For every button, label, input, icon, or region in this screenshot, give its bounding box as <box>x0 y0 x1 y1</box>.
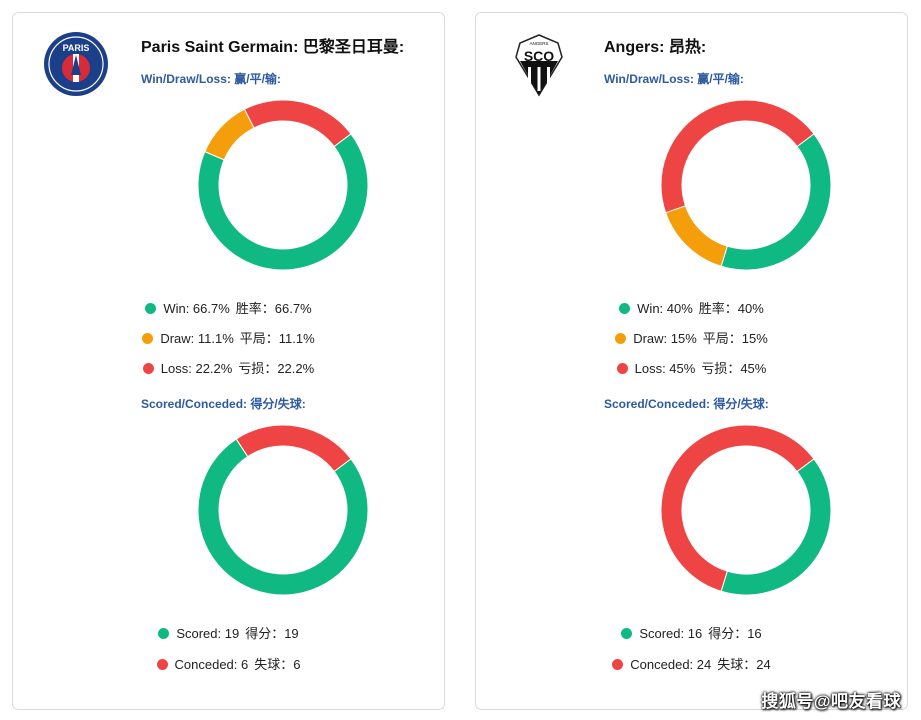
slice-conceded <box>235 424 352 473</box>
legend-cn-conceded: 失球：24 <box>717 657 771 672</box>
legend-label-win: Win: 66.7% <box>163 301 230 316</box>
legend-loss: Loss: 22.2% 亏损：22.2% <box>13 358 444 377</box>
legend-cn-loss: 亏损：22.2% <box>238 361 315 376</box>
section-label-wdl: Win/Draw/Loss: 赢/平/输: <box>141 72 281 86</box>
slice-draw <box>204 108 255 161</box>
team-card-psg: PARIS Paris Saint Germain: 巴黎圣日耳曼: Win/D… <box>12 12 445 710</box>
legend-scored: Scored: 19 得分：19 <box>13 623 444 642</box>
legend-dot-loss <box>142 363 154 374</box>
legend-dot-win <box>145 303 157 314</box>
legend-label-draw: Draw: 11.1% <box>160 331 234 346</box>
legend-draw: Draw: 15% 平局：15% <box>476 328 907 347</box>
slice-loss <box>243 99 352 148</box>
legend-label-loss: Loss: 45% <box>634 361 696 376</box>
legend-cn-loss: 亏损：45% <box>701 361 767 376</box>
donut-chart-psg-sc <box>197 424 369 596</box>
slice-loss <box>660 99 815 214</box>
legend-dot-loss <box>616 363 628 374</box>
angers-logo: SCO ANGERS <box>515 34 563 97</box>
team-card-angers: SCO ANGERS Angers: 昂热: Win/Draw/Loss: 赢/… <box>475 12 908 710</box>
slice-win <box>720 133 832 271</box>
angers-logo-small-text: ANGERS <box>529 41 548 46</box>
team-title: Paris Saint Germain: 巴黎圣日耳曼: <box>141 39 405 56</box>
legend-dot-draw <box>615 333 627 344</box>
legend-label-scored: Scored: 19 <box>176 626 240 641</box>
section-label-scored-conceded: Scored/Conceded: 得分/失球: <box>604 397 769 411</box>
section-label-wdl: Win/Draw/Loss: 赢/平/输: <box>604 72 744 86</box>
legend-win: Win: 66.7% 胜率：66.7% <box>13 298 444 317</box>
legend-dot-conceded <box>612 659 624 670</box>
legend-cn-conceded: 失球：6 <box>254 657 301 672</box>
legend-cn-win: 胜率：40% <box>698 301 764 316</box>
legend-cn-draw: 平局：11.1% <box>239 331 315 346</box>
team-title: Angers: 昂热: <box>604 39 707 56</box>
psg-logo: PARIS <box>44 32 108 96</box>
legend-label-conceded: Conceded: 24 <box>630 657 712 672</box>
watermark: 搜狐号@吧友看球 <box>761 692 901 711</box>
legend-dot-win <box>619 303 631 314</box>
legend-label-draw: Draw: 15% <box>633 331 697 346</box>
legend-conceded: Conceded: 6 失球：6 <box>13 654 444 673</box>
donut-chart-angers-sc <box>660 424 832 596</box>
slice-conceded <box>660 424 815 592</box>
legend-label-scored: Scored: 16 <box>639 626 703 641</box>
angers-logo-text: SCO <box>524 48 554 64</box>
legend-scored: Scored: 16 得分：16 <box>476 623 907 642</box>
legend-cn-draw: 平局：15% <box>702 331 768 346</box>
legend-cn-scored: 得分：19 <box>245 626 299 641</box>
legend-dot-scored <box>621 628 633 639</box>
legend-dot-conceded <box>156 659 168 670</box>
legend-draw: Draw: 11.1% 平局：11.1% <box>13 328 444 347</box>
slice-draw <box>664 205 728 267</box>
legend-label-win: Win: 40% <box>637 301 693 316</box>
legend-label-loss: Loss: 22.2% <box>160 361 233 376</box>
legend-loss: Loss: 45% 亏损：45% <box>476 358 907 377</box>
legend-label-conceded: Conceded: 6 <box>174 657 249 672</box>
section-label-scored-conceded: Scored/Conceded: 得分/失球: <box>141 397 306 411</box>
slice-win <box>197 133 369 271</box>
legend-cn-scored: 得分：16 <box>708 626 762 641</box>
legend-conceded: Conceded: 24 失球：24 <box>476 654 907 673</box>
legend-win: Win: 40% 胜率：40% <box>476 298 907 317</box>
donut-chart-psg-wdl <box>197 99 369 271</box>
slice-scored <box>197 438 369 596</box>
slice-scored <box>720 458 832 596</box>
psg-logo-text: PARIS <box>63 43 90 53</box>
legend-dot-scored <box>158 628 170 639</box>
legend-dot-draw <box>142 333 154 344</box>
legend-cn-win: 胜率：66.7% <box>235 301 312 316</box>
donut-chart-angers-wdl <box>660 99 832 271</box>
